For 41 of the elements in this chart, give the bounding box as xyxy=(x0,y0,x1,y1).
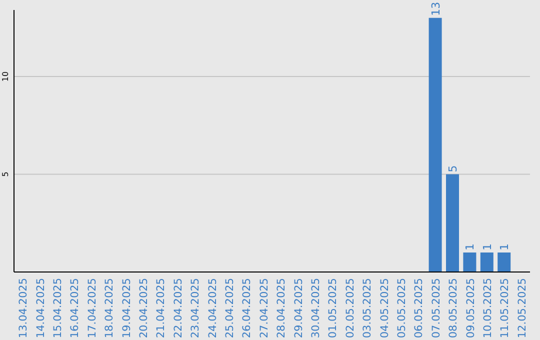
x-tick-label: 17.04.2025 xyxy=(86,278,98,338)
data-label: 1 xyxy=(480,243,494,250)
x-tick-label: 11.05.2025 xyxy=(499,278,512,338)
x-tick-label: 06.05.2025 xyxy=(413,278,426,338)
x-tick-label: 24.04.2025 xyxy=(206,278,219,338)
x-tick-label: 05.05.2025 xyxy=(396,278,408,338)
x-tick-label: 20.04.2025 xyxy=(138,278,150,338)
x-tick-label: 09.05.2025 xyxy=(464,278,477,338)
x-tick-label: 07.05.2025 xyxy=(430,278,442,338)
x-tick-label: 28.04.2025 xyxy=(276,278,288,338)
x-tick-label: 08.05.2025 xyxy=(448,278,460,338)
data-label: 13 xyxy=(429,2,442,16)
x-tick-label: 27.04.2025 xyxy=(258,278,270,338)
x-tick-label: 26.04.2025 xyxy=(241,278,254,338)
bar xyxy=(480,252,494,272)
bar xyxy=(446,174,459,272)
bar xyxy=(498,252,511,272)
x-tick-label: 22.04.2025 xyxy=(172,278,184,338)
x-tick-label: 12.05.2025 xyxy=(516,278,528,338)
x-tick-label: 03.05.2025 xyxy=(362,278,374,338)
data-label: 1 xyxy=(498,243,512,250)
x-tick-label: 21.04.2025 xyxy=(155,278,168,338)
x-tick-label: 16.04.2025 xyxy=(69,278,82,338)
x-tick-label: 01.05.2025 xyxy=(327,278,340,338)
x-tick-label: 02.05.2025 xyxy=(344,278,356,338)
x-tick-label: 10.05.2025 xyxy=(482,278,494,338)
data-label: 1 xyxy=(464,243,477,250)
x-tick-label: 13.04.2025 xyxy=(18,278,30,338)
x-tick-label: 30.04.2025 xyxy=(310,278,322,338)
bar xyxy=(428,18,442,272)
x-tick-label: 25.04.2025 xyxy=(224,278,236,338)
x-tick-label: 04.05.2025 xyxy=(378,278,391,338)
x-tick-label: 19.04.2025 xyxy=(120,278,133,338)
x-tick-label: 29.04.2025 xyxy=(292,278,305,338)
x-tick-label: 18.04.2025 xyxy=(104,278,116,338)
x-tick-label: 15.04.2025 xyxy=(52,278,64,338)
x-tick-label: 14.04.2025 xyxy=(34,278,47,338)
data-label: 5 xyxy=(446,165,460,172)
x-tick-label: 23.04.2025 xyxy=(190,278,202,338)
bar xyxy=(463,252,476,272)
y-tick-label: 10 xyxy=(1,71,10,82)
